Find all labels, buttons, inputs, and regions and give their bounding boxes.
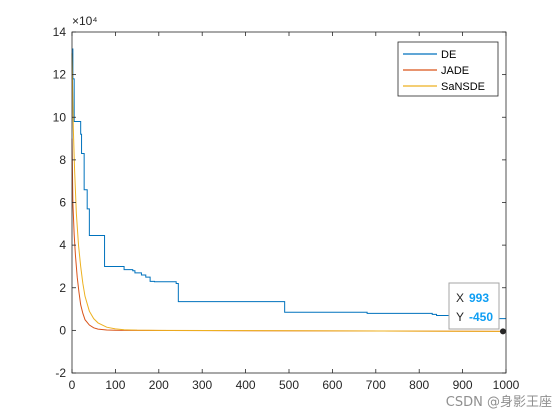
y-tick-label: 8: [59, 153, 66, 167]
x-tick-label: 200: [149, 378, 169, 392]
legend-box: [397, 41, 499, 97]
x-tick-label: 400: [236, 378, 256, 392]
y-tick-label: 0: [59, 323, 66, 337]
legend-label-de: DE: [441, 49, 456, 61]
data-tip-box: [448, 282, 500, 330]
y-tick-label: 14: [53, 25, 67, 39]
data-tip-x-label: X: [456, 291, 464, 305]
y-tick-label: 10: [53, 110, 67, 124]
data-tip-x-value: 993: [469, 291, 489, 305]
data-tip-y-label: Y: [456, 310, 464, 324]
data-tip-y-value: -450: [469, 310, 493, 324]
axes-layer: 0 100 200 300 400 500 600 700 800 900 1000-2024681…: [53, 25, 520, 392]
legend-label-sansde: SaNSDE: [441, 81, 485, 93]
x-tick-label: 1000: [493, 378, 520, 392]
x-tick-label: 800: [409, 378, 429, 392]
watermark: CSDN @身影王座: [446, 394, 552, 410]
y-tick-label: 6: [59, 196, 66, 210]
y-tick-label: 4: [59, 238, 66, 252]
y-tick-label: 12: [53, 68, 67, 82]
x-tick-label: 0: [69, 378, 76, 392]
y-exponent-label: ×10⁴: [72, 14, 98, 28]
x-tick-label: 100: [105, 378, 125, 392]
series-line-de: [72, 48, 506, 321]
legend: DE JADE SaNSDE: [397, 41, 499, 97]
y-tick-label: 2: [59, 281, 66, 295]
x-tick-label: 900: [453, 378, 473, 392]
x-tick-label: 500: [279, 378, 299, 392]
series-line-sansde: [71, 53, 507, 332]
data-tip-marker[interactable]: [499, 328, 506, 335]
legend-label-jade: JADE: [441, 65, 469, 77]
data-tip[interactable]: X 993 Y -450: [448, 282, 506, 335]
x-tick-label: 600: [322, 378, 342, 392]
x-tick-label: 700: [366, 378, 386, 392]
y-tick-label: -2: [55, 366, 66, 380]
x-tick-label: 300: [192, 378, 212, 392]
